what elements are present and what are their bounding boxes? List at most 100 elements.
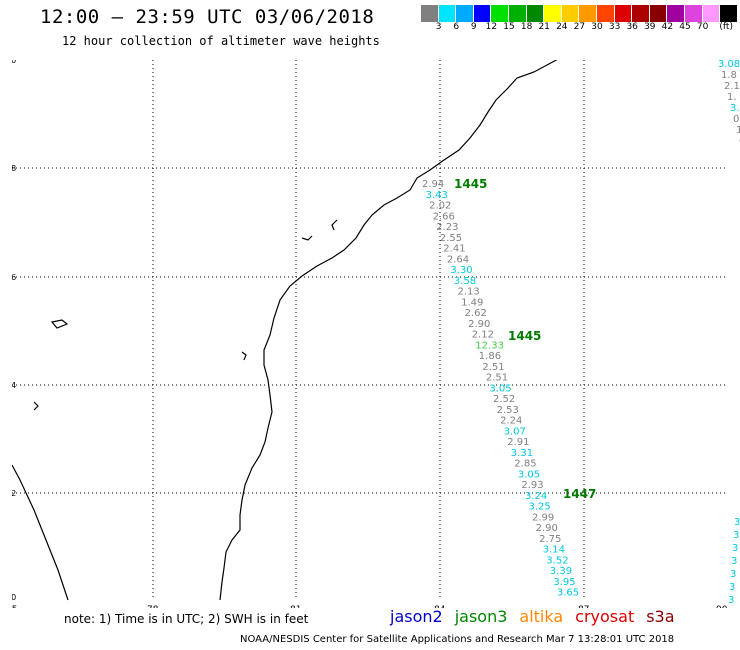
wave-height-value: 3 — [729, 582, 735, 593]
wave-height-value: 12.33 — [475, 340, 504, 351]
wave-height-value: 3 — [733, 530, 739, 541]
x-tick-label: 75 — [12, 605, 17, 608]
wave-height-value: 2.1 — [724, 81, 740, 92]
wave-height-value: 2.64 — [447, 254, 469, 265]
colorbar-label: 3 — [435, 22, 442, 32]
island-5 — [33, 401, 39, 411]
colorbar-label: 30 — [591, 22, 603, 32]
colorbar-swatch — [702, 5, 721, 22]
colorbar-label: 12 — [485, 22, 498, 32]
wave-height-value: 3.07 — [504, 426, 526, 437]
colorbar-swatch — [561, 5, 580, 22]
wave-height-value: 2.24 — [500, 416, 522, 427]
wave-height-value: 3 — [732, 543, 738, 554]
wave-height-value: 2.90 — [468, 319, 490, 330]
x-tick-label: 84 — [434, 605, 446, 608]
wave-height-value: 2.99 — [532, 512, 554, 523]
wave-height-value: 1.8 — [721, 70, 737, 81]
colorbar-swatch — [508, 5, 527, 22]
wave-height-value: 1.49 — [461, 297, 483, 308]
colorbar-label: 21 — [538, 22, 550, 32]
satellite-legend: jason2 jason3 altika cryosat s3a — [390, 607, 687, 626]
wave-height-value: 3.31 — [511, 448, 533, 459]
colorbar-swatch — [544, 5, 562, 22]
wave-height-value: 2.52 — [493, 394, 515, 405]
colorbar-swatch — [438, 5, 457, 22]
island-1 — [301, 235, 313, 241]
wave-height-value: 2.91 — [507, 437, 529, 448]
y-tick-labels: 20 18 16 14 12 10 — [12, 60, 16, 602]
wave-height-value: 3.24 — [525, 491, 547, 502]
legend-item: s3a — [646, 607, 675, 626]
wave-height-value: 3.65 — [557, 588, 579, 599]
island-3 — [50, 319, 69, 329]
wave-height-value: 2.90 — [536, 523, 558, 534]
wave-height-value: 3.58 — [454, 276, 476, 287]
wave-height-value: 3.14 — [543, 545, 565, 556]
wave-height-value: 3.05 — [518, 469, 540, 480]
wave-height-value: 1.86 — [479, 351, 501, 362]
colorbar-label: 24 — [556, 22, 568, 32]
wave-height-value: 2.12 — [472, 330, 494, 341]
island-2 — [331, 219, 338, 231]
wave-height-value: 2.85 — [514, 459, 536, 470]
colorbar-swatch — [614, 5, 633, 22]
x-tick-label: 90 — [716, 605, 728, 608]
coastline-east-india — [12, 60, 558, 601]
coastline-path — [219, 60, 558, 601]
colorbar-label: 39 — [644, 22, 656, 32]
wave-height-value: 3.39 — [550, 566, 572, 577]
coastline-sri-lanka — [12, 464, 69, 601]
wave-height-value: 3.25 — [529, 502, 551, 513]
wave-height-value: 3 — [734, 517, 740, 528]
wave-height-value: 2.51 — [486, 373, 508, 384]
wave-height-value: 3 — [731, 556, 737, 567]
colorbar-swatch — [491, 5, 509, 22]
wave-height-value: 2.53 — [497, 405, 519, 416]
legend-item: jason2 — [390, 607, 443, 626]
colorbar-label: 15 — [503, 22, 515, 32]
footer-note: note: 1) Time is in UTC; 2) SWH is in fe… — [64, 612, 309, 626]
wave-height-value: 2.13 — [458, 287, 480, 298]
wave-height-value: 3.30 — [450, 265, 472, 276]
x-tick-label: 81 — [290, 605, 301, 608]
wave-height-value: 2.02 — [429, 201, 451, 212]
colorbar-label: 9 — [470, 22, 477, 32]
track-1-observations: 2.943.432.022.662.232.552.412.643.303.58… — [422, 179, 579, 599]
x-tick-labels: 75 78 81 84 87 90 — [12, 605, 728, 608]
colorbar-label: (ft) — [719, 22, 733, 32]
colorbar-swatch — [596, 5, 615, 22]
colorbar-swatch — [473, 5, 492, 22]
x-tick-label: 78 — [147, 605, 159, 608]
colorbar-label: 70 — [696, 22, 709, 32]
colorbar-swatch — [684, 5, 703, 22]
wave-height-value: 3.95 — [553, 577, 575, 588]
colorbar-label: 42 — [661, 22, 674, 32]
colorbar-label: 6 — [453, 22, 460, 32]
wave-height-map: 20 18 16 14 12 10 75 78 81 84 87 90 2.94… — [12, 60, 740, 608]
wave-height-value: 2.75 — [539, 534, 561, 545]
wave-height-value: 2.94 — [422, 179, 444, 190]
wave-height-value: 2.62 — [465, 308, 487, 319]
colorbar-labels: 3 6 9 12 15 18 21 24 27 30 33 36 39 42 45 70 (ft) — [421, 22, 740, 36]
wave-height-value: 2.41 — [443, 244, 465, 255]
y-tick-label: 18 — [12, 164, 16, 173]
wave-height-value: 3 — [728, 595, 734, 606]
colorbar-label: 45 — [679, 22, 691, 32]
colorbar-swatch — [720, 5, 738, 22]
wave-height-value: 3.08 — [718, 60, 740, 70]
wave-height-value: 2.55 — [440, 233, 462, 244]
colorbar-swatch — [456, 5, 474, 22]
colorbar-swatch — [667, 5, 685, 22]
wave-height-value: 1. — [727, 92, 737, 103]
wave-height-value: 2.23 — [436, 222, 458, 233]
pass-label: 1445 — [454, 177, 487, 191]
wave-height-value: 0 — [733, 114, 739, 125]
colorbar-label: 27 — [573, 22, 586, 32]
wave-height-value: 3.43 — [426, 190, 448, 201]
x-tick-label: 87 — [578, 605, 589, 608]
colorbar-swatch — [421, 5, 439, 22]
track-2-lower-observations: 3 3 3 3 3 3 3 — [728, 517, 740, 606]
colorbar-label: 33 — [608, 22, 621, 32]
colorbar — [421, 5, 738, 22]
